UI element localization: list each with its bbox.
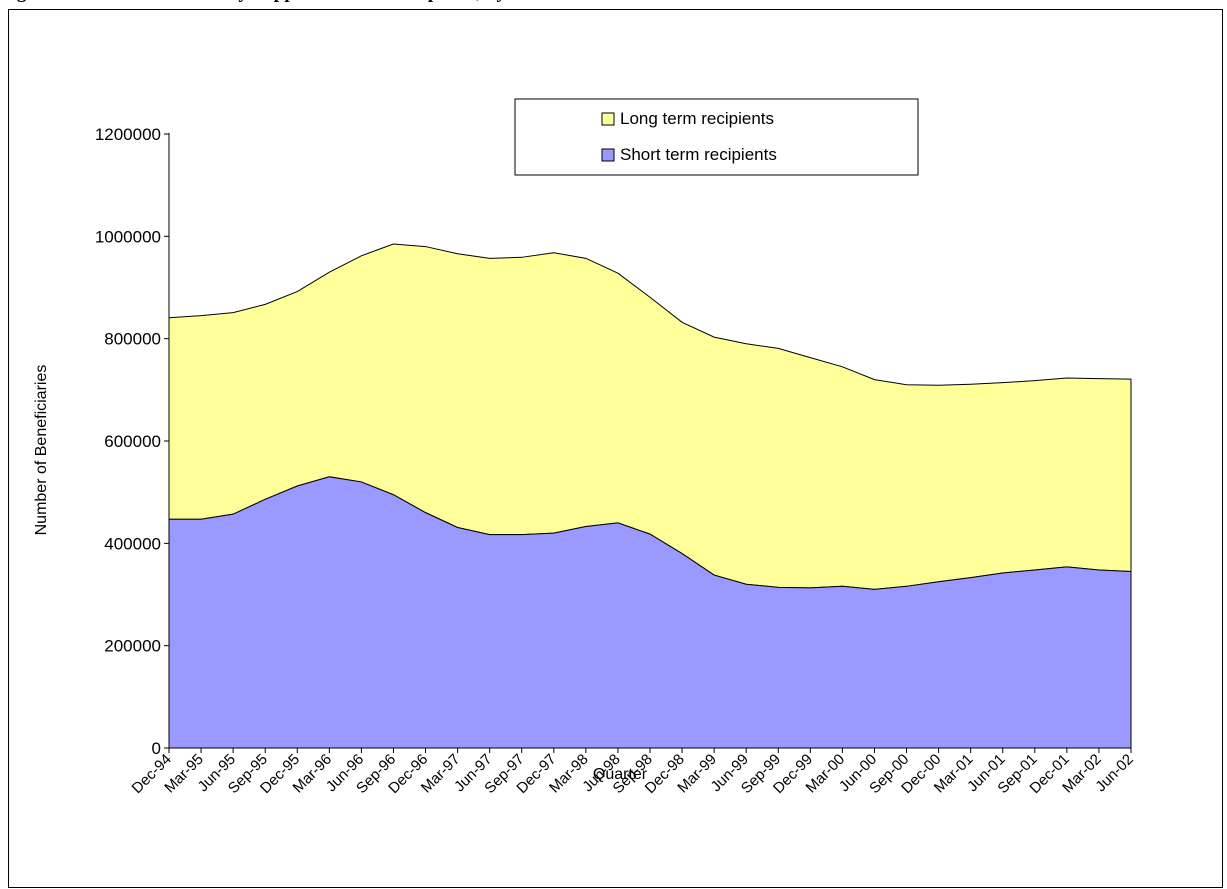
- y-tick-label: 0: [152, 739, 161, 758]
- figure-caption: Figure 2. Number of Disability Support P…: [0, 0, 585, 8]
- legend-box: [514, 98, 919, 176]
- y-tick-label: 600000: [104, 432, 161, 451]
- legend-swatch-short-term: [601, 148, 615, 162]
- area-short-term-recipients: [168, 476, 1132, 749]
- y-tick-label: 1000000: [95, 227, 161, 246]
- legend: Long term recipients Short term recipien…: [514, 98, 919, 176]
- area-chart: 020000040000060000080000010000001200000D…: [33, 98, 1137, 797]
- y-tick-label: 400000: [104, 534, 161, 553]
- y-tick-label: 800000: [104, 330, 161, 349]
- y-axis-label: Number of Beneficiaries: [33, 365, 50, 536]
- y-tick-label: 200000: [104, 637, 161, 656]
- chart-frame: 0 200000 400000 600000 800000 1000000 1200000 D…: [8, 9, 1223, 888]
- x-axis-label: Quarter: [593, 766, 648, 783]
- y-tick-label: 1200000: [95, 125, 161, 144]
- areas-layer: [168, 243, 1132, 749]
- legend-swatch-long-term: [601, 112, 615, 126]
- legend-label-short-term: Short term recipients: [620, 145, 777, 164]
- legend-label-long-term: Long term recipients: [620, 109, 774, 128]
